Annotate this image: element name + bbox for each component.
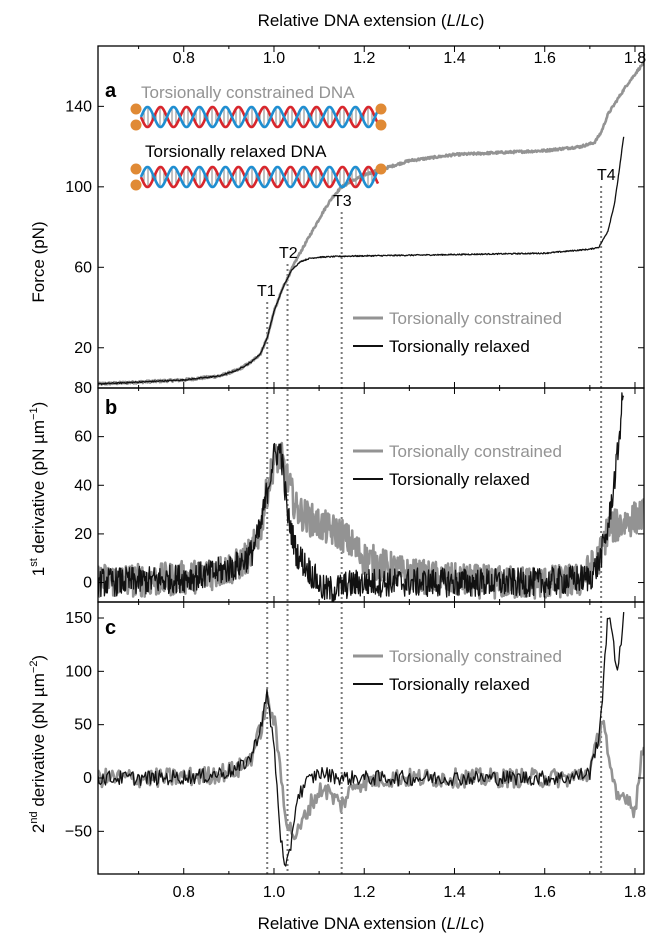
panel-a-legend: Torsionally constrained Torsionally rela…: [353, 309, 562, 356]
panel-c-legend: Torsionally constrained Torsionally rela…: [353, 647, 562, 694]
top-x-axis-title: Relative DNA extension (L/Lc): [258, 11, 485, 30]
bead: [130, 179, 142, 191]
y-tick-label: 60: [74, 429, 92, 446]
transition-label-t3: T3: [333, 193, 352, 210]
dna-helix-constrained-icon: [130, 103, 387, 131]
series-line-constrained: [98, 693, 644, 841]
y-tick-label: 140: [65, 98, 92, 115]
dna-strand-blue: [139, 165, 380, 189]
y-tick-label: 80: [74, 380, 92, 397]
x-tick-label-bottom: 1.2: [353, 884, 375, 901]
dna-helix-relaxed-icon: [130, 163, 387, 191]
y-tick-label: 20: [74, 340, 92, 357]
y-tick-label: 60: [74, 259, 92, 276]
transition-label-t1: T1: [257, 283, 276, 300]
transition-label-t2: T2: [279, 245, 298, 262]
panel-c-letter: c: [105, 617, 116, 639]
legend-label-relaxed: Torsionally relaxed: [389, 470, 530, 489]
y-tick-label: 100: [65, 663, 92, 680]
y-tick-label: 40: [74, 477, 92, 494]
x-tick-label-top: 1.0: [263, 50, 285, 67]
x-tick-label-top: 0.8: [173, 50, 195, 67]
x-tick-label-bottom: 1.6: [534, 884, 556, 901]
transition-label-t4: T4: [597, 167, 616, 184]
y-tick-label: 20: [74, 526, 92, 543]
y-tick-label: −50: [65, 823, 92, 840]
legend-label-relaxed: Torsionally relaxed: [389, 675, 530, 694]
bead: [130, 163, 142, 175]
axis-ticks: 0.8 0.8 1.0 1.0 1.2 1.2 1.4 1.4 1.6 1.6 1.8 1.8 20 60…: [65, 46, 646, 901]
panel-a-y-axis-title: Force (pN): [29, 221, 48, 302]
panel-b-y-axis-title: 1st derivative (pN µm−1): [28, 402, 48, 577]
data-series: [98, 60, 644, 867]
series-line-relaxed: [98, 392, 625, 602]
x-tick-label-bottom: 1.0: [263, 884, 285, 901]
y-tick-label: 0: [83, 575, 92, 592]
x-tick-label-top: 1.8: [624, 50, 646, 67]
bead: [375, 163, 387, 175]
bottom-x-axis-title: Relative DNA extension (L/Lc): [258, 914, 485, 933]
series-line-relaxed: [98, 612, 625, 867]
legend-label-constrained: Torsionally constrained: [389, 442, 562, 461]
panel-frames: [97, 45, 645, 875]
legend-label-constrained: Torsionally constrained: [389, 309, 562, 328]
dna-strand-blue: [139, 105, 380, 129]
panel-a-letter: a: [105, 80, 117, 102]
panel-c-y-axis-title: 2nd derivative (pN µm−2): [28, 655, 48, 833]
y-tick-label: 0: [83, 770, 92, 787]
panel-b-legend: Torsionally constrained Torsionally rela…: [353, 442, 562, 489]
panel-frame-c: [97, 601, 645, 875]
x-tick-label-bottom: 0.8: [173, 884, 195, 901]
panel-b-letter: b: [105, 397, 117, 419]
bead: [375, 119, 387, 131]
legend-label-relaxed: Torsionally relaxed: [389, 337, 530, 356]
series-line-relaxed: [98, 136, 625, 386]
x-tick-label-top: 1.4: [443, 50, 465, 67]
bead: [130, 103, 142, 115]
bead: [130, 119, 142, 131]
y-tick-label: 100: [65, 179, 92, 196]
y-tick-label: 150: [65, 610, 92, 627]
legend-label-constrained: Torsionally constrained: [389, 647, 562, 666]
inset-relaxed-label: Torsionally relaxed DNA: [145, 142, 327, 161]
x-tick-label-top: 1.2: [353, 50, 375, 67]
x-tick-label-bottom: 1.8: [624, 884, 646, 901]
x-tick-label-top: 1.6: [534, 50, 556, 67]
x-tick-label-bottom: 1.4: [443, 884, 465, 901]
inset-constrained-label: Torsionally constrained DNA: [141, 83, 355, 102]
y-tick-label: 50: [74, 717, 92, 734]
bead: [375, 103, 387, 115]
